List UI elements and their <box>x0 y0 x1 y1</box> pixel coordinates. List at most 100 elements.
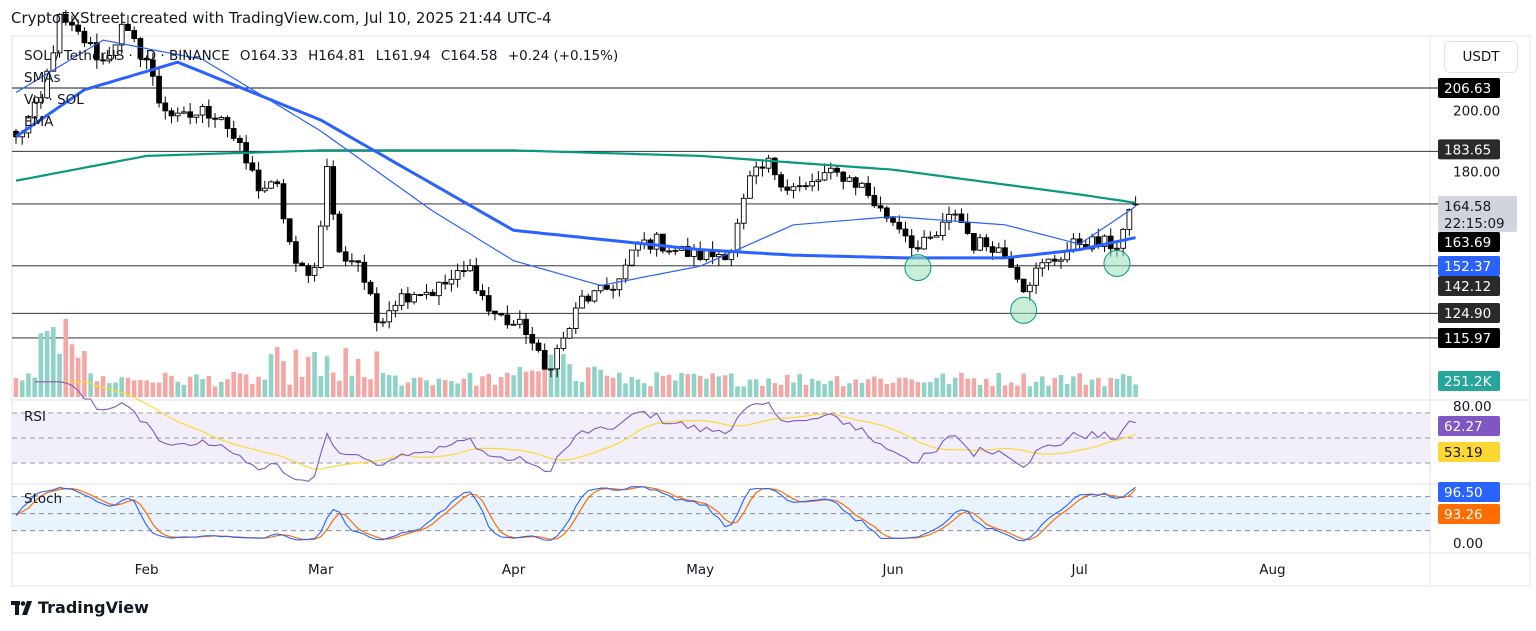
price-tick: 200.00 <box>1453 103 1500 119</box>
volume-bar <box>536 371 541 397</box>
volume-bar <box>666 374 672 397</box>
candle <box>778 171 784 192</box>
currency-button[interactable]: USDT <box>1444 41 1518 73</box>
candle <box>280 179 287 224</box>
volume-bar <box>896 377 902 397</box>
candle-body <box>784 186 791 191</box>
volume-bar <box>610 377 616 397</box>
volume-bar <box>952 377 958 397</box>
candle-body <box>94 42 100 61</box>
volume-bar <box>281 361 286 397</box>
candle-body <box>747 175 753 199</box>
volume-bar <box>374 351 380 397</box>
candle-body <box>69 21 75 26</box>
candle <box>205 99 212 128</box>
candle-body <box>852 177 859 188</box>
candle <box>485 286 492 316</box>
price-label: 124.90 <box>1444 306 1491 322</box>
candle-body <box>342 251 349 262</box>
candle <box>199 103 206 123</box>
candle-body <box>405 293 411 303</box>
candle <box>386 301 393 329</box>
candle <box>977 234 983 252</box>
candle-body <box>62 14 69 23</box>
candle-body <box>535 342 542 351</box>
volume-bar <box>679 373 684 397</box>
candle-body <box>840 171 847 182</box>
volume-bar <box>878 378 883 397</box>
stoch-d-value-label-bg <box>1438 504 1500 524</box>
volume-bar <box>1008 382 1014 397</box>
rsi-tick: 80.00 <box>1453 399 1492 415</box>
candle-body <box>212 117 218 120</box>
volume-bar <box>1021 373 1026 397</box>
candle <box>230 120 237 141</box>
time-label: Apr <box>502 562 526 578</box>
candle-body <box>125 23 131 31</box>
candle <box>504 305 511 329</box>
candle <box>516 310 523 329</box>
open-value: O164.33 <box>239 48 298 64</box>
volume-bar <box>268 354 274 397</box>
volume-bar <box>63 318 69 397</box>
volume-bar <box>529 370 535 397</box>
volume-bar <box>704 378 709 397</box>
candle-body <box>106 55 113 62</box>
indicator-ema[interactable]: EMA <box>24 114 54 130</box>
volume-bar <box>32 377 37 397</box>
rsi-ma-line <box>34 381 1136 470</box>
symbol-name[interactable]: SOL / TetherUS · 1D · BINANCE <box>24 48 230 64</box>
candle <box>181 106 187 114</box>
candle-body <box>734 222 741 254</box>
candle-body <box>653 233 660 250</box>
volume-bar <box>685 374 691 397</box>
candle-body <box>890 217 896 223</box>
candle-body <box>790 186 797 191</box>
volume-bar <box>362 377 367 397</box>
volume-bar <box>729 373 734 397</box>
volume-bar <box>859 382 865 397</box>
candle <box>927 231 934 240</box>
volume-bar <box>94 381 100 397</box>
volume-bar <box>573 380 579 397</box>
indicator-volume[interactable]: Vol · SOL <box>24 92 84 108</box>
candle <box>100 53 106 65</box>
candle-body <box>908 235 915 249</box>
candle-body <box>933 235 940 238</box>
candle <box>336 211 343 253</box>
volume-bar <box>772 383 778 397</box>
volume-bar <box>405 382 411 397</box>
ma-line-sma-200 <box>15 149 1136 204</box>
candle-body <box>112 44 119 56</box>
volume-bar <box>554 359 560 397</box>
volume-bar <box>1071 376 1076 397</box>
volume-bar <box>760 385 765 397</box>
tradingview-logo-icon <box>11 600 32 615</box>
candle <box>324 158 330 231</box>
candle <box>591 289 598 303</box>
candle <box>473 257 480 295</box>
candle-body <box>286 218 293 243</box>
candle-body <box>1114 247 1120 250</box>
candle-body <box>896 221 903 230</box>
candle-body <box>31 101 38 119</box>
volume-bar <box>977 384 983 397</box>
legend: SOL / TetherUS · 1D · BINANCE O164.33 H1… <box>24 45 618 133</box>
candle <box>877 196 884 212</box>
candle-body <box>610 288 616 291</box>
candle-body <box>1033 267 1039 286</box>
indicator-sma[interactable]: SMAs <box>24 70 61 86</box>
volume-bar <box>231 371 236 397</box>
candle-body <box>796 185 803 188</box>
volume-bar <box>710 373 715 397</box>
rsi-value-label-bg <box>1438 416 1500 436</box>
volume-label: 251.2K <box>1444 374 1493 390</box>
candle <box>1020 278 1027 294</box>
volume-bar <box>156 382 162 397</box>
candle <box>448 269 455 292</box>
candle <box>349 253 355 266</box>
candle <box>952 209 959 222</box>
candle-body <box>859 182 865 188</box>
candle <box>846 175 853 182</box>
